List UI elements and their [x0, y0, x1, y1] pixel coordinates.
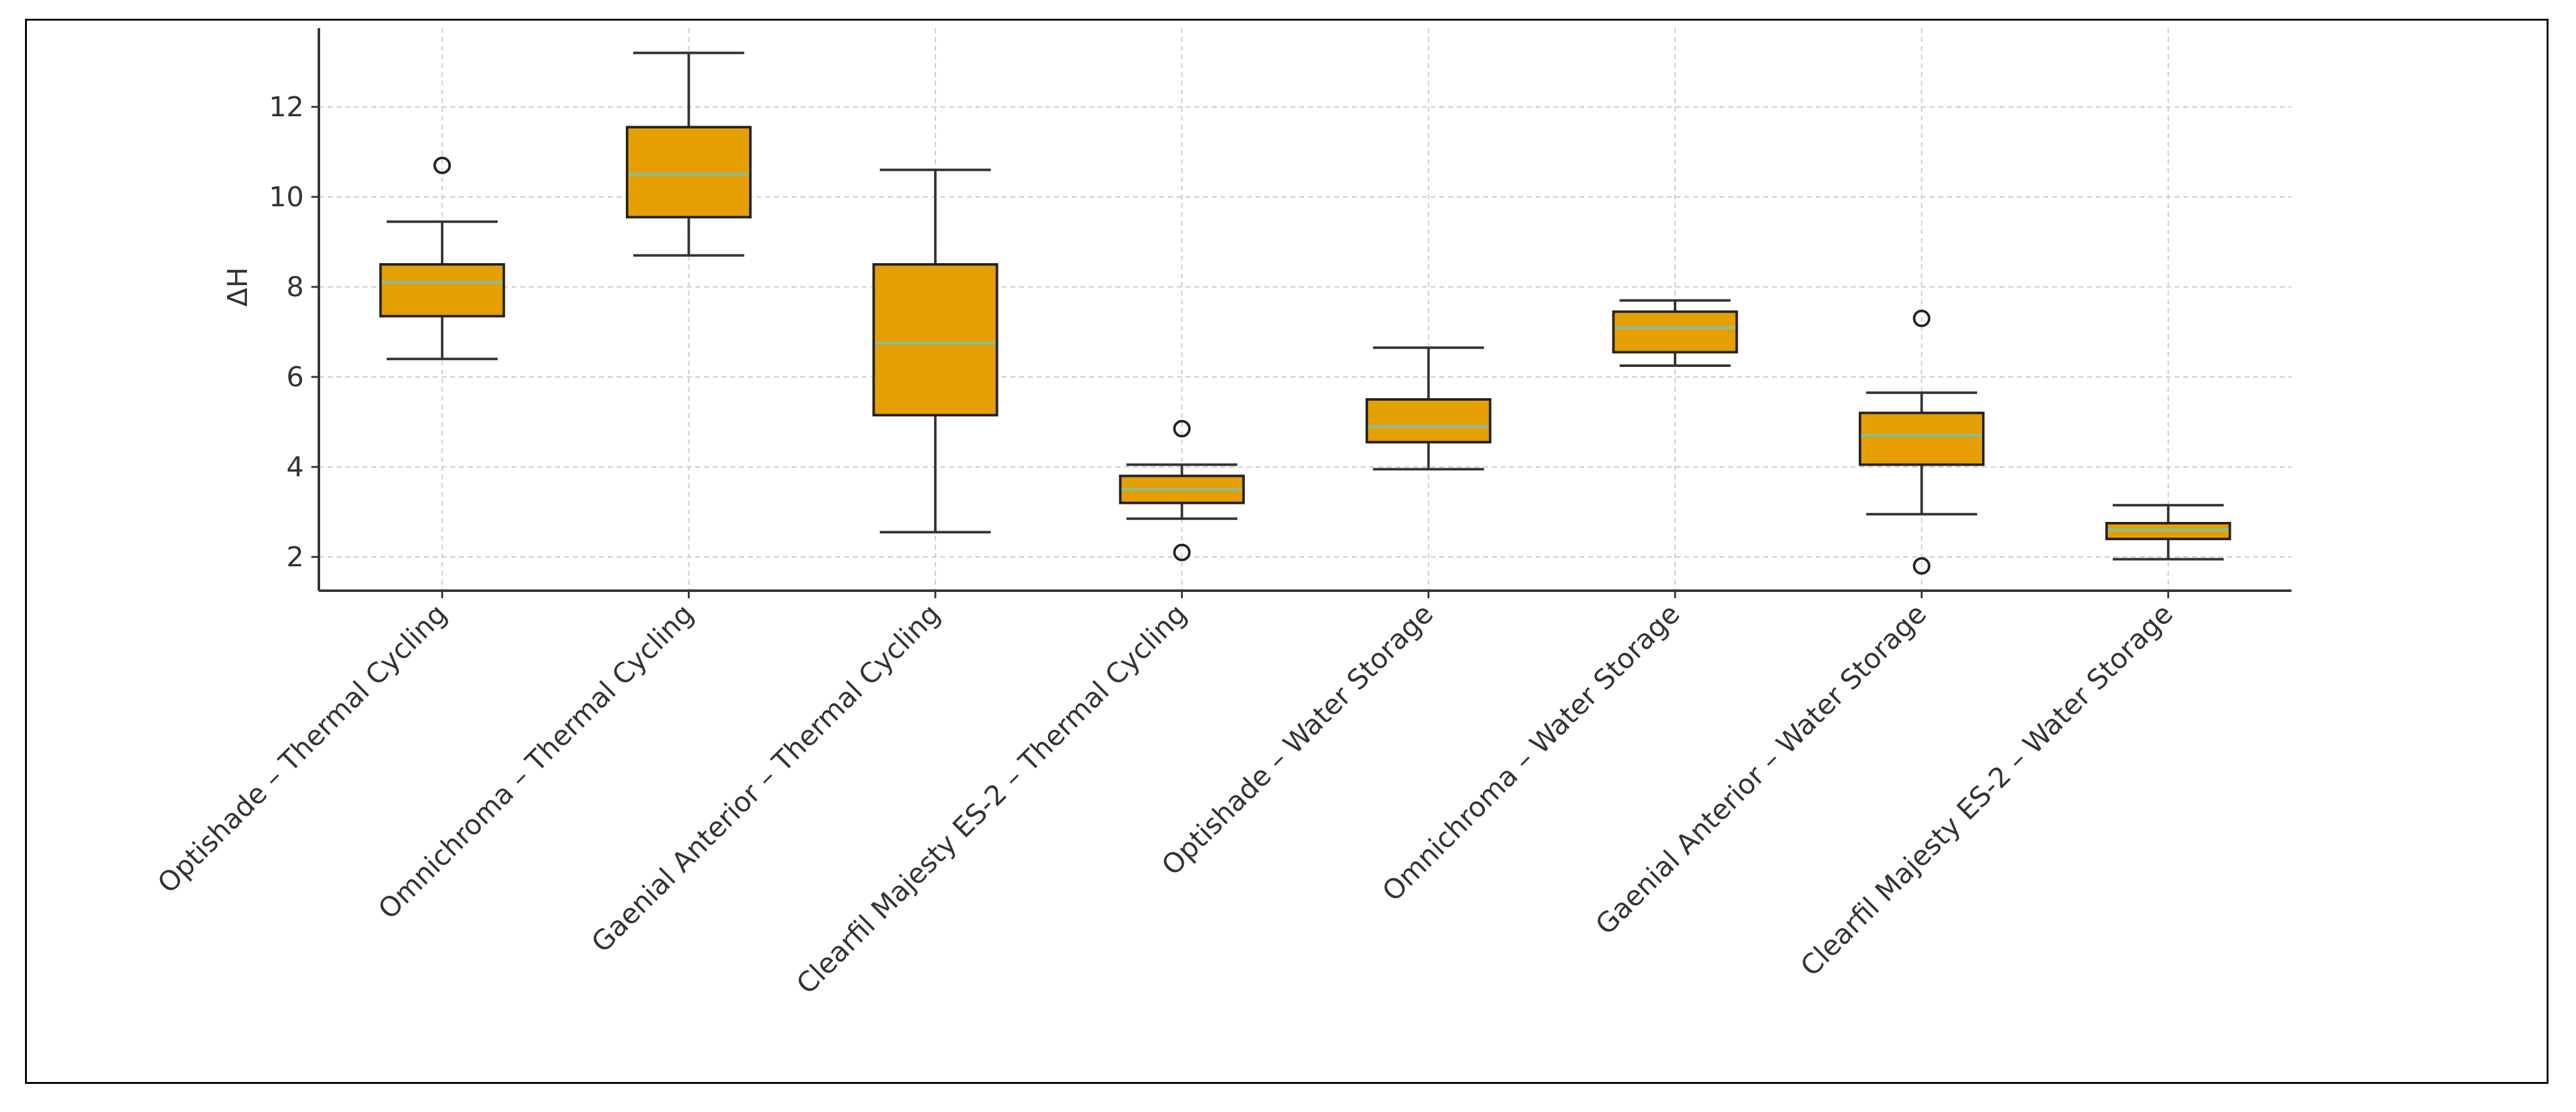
- box-3: [872, 168, 999, 534]
- y-tick-label: 12: [269, 91, 304, 123]
- box-4: [1119, 419, 1245, 561]
- y-axis-title: ΔH: [222, 267, 254, 306]
- box-2: [625, 51, 752, 257]
- category-label: Clearfil Majesty ES-2 – Thermal Cycling: [790, 598, 1193, 1001]
- y-tick-label: 4: [286, 451, 304, 483]
- box-body: [1612, 310, 1738, 354]
- box-1: [379, 156, 505, 361]
- box-8: [2105, 504, 2231, 561]
- y-tick-label: 6: [286, 361, 304, 393]
- y-tick-label: 10: [269, 181, 304, 213]
- y-tick-label: 2: [286, 541, 304, 573]
- grid-layer: [319, 28, 2292, 591]
- category-label: Optishade – Water Storage: [1156, 598, 1440, 882]
- box-body: [625, 126, 752, 219]
- box-body: [1366, 398, 1492, 444]
- axes-layer: [311, 28, 2292, 598]
- figure-frame: [25, 19, 2548, 1084]
- box-7: [1858, 309, 1985, 575]
- box-layer: [379, 51, 2231, 575]
- box-5: [1366, 346, 1492, 471]
- category-label: Omnichroma – Water Storage: [1376, 598, 1686, 908]
- box-6: [1612, 299, 1738, 367]
- label-layer: 2 4 6 8 10 12 ΔH Optishade – Thermal Cycling Omn…: [152, 91, 2180, 1000]
- y-tick-label: 8: [286, 271, 304, 303]
- outlier-point: [1913, 557, 1931, 575]
- outlier-point: [433, 156, 451, 174]
- box-body: [1858, 411, 1985, 466]
- box-body: [872, 263, 999, 417]
- outlier-point: [1173, 419, 1191, 438]
- outlier-point: [1173, 543, 1191, 561]
- box-body: [379, 263, 505, 318]
- outlier-point: [1913, 309, 1931, 328]
- category-label: Optishade – Thermal Cycling: [152, 598, 453, 899]
